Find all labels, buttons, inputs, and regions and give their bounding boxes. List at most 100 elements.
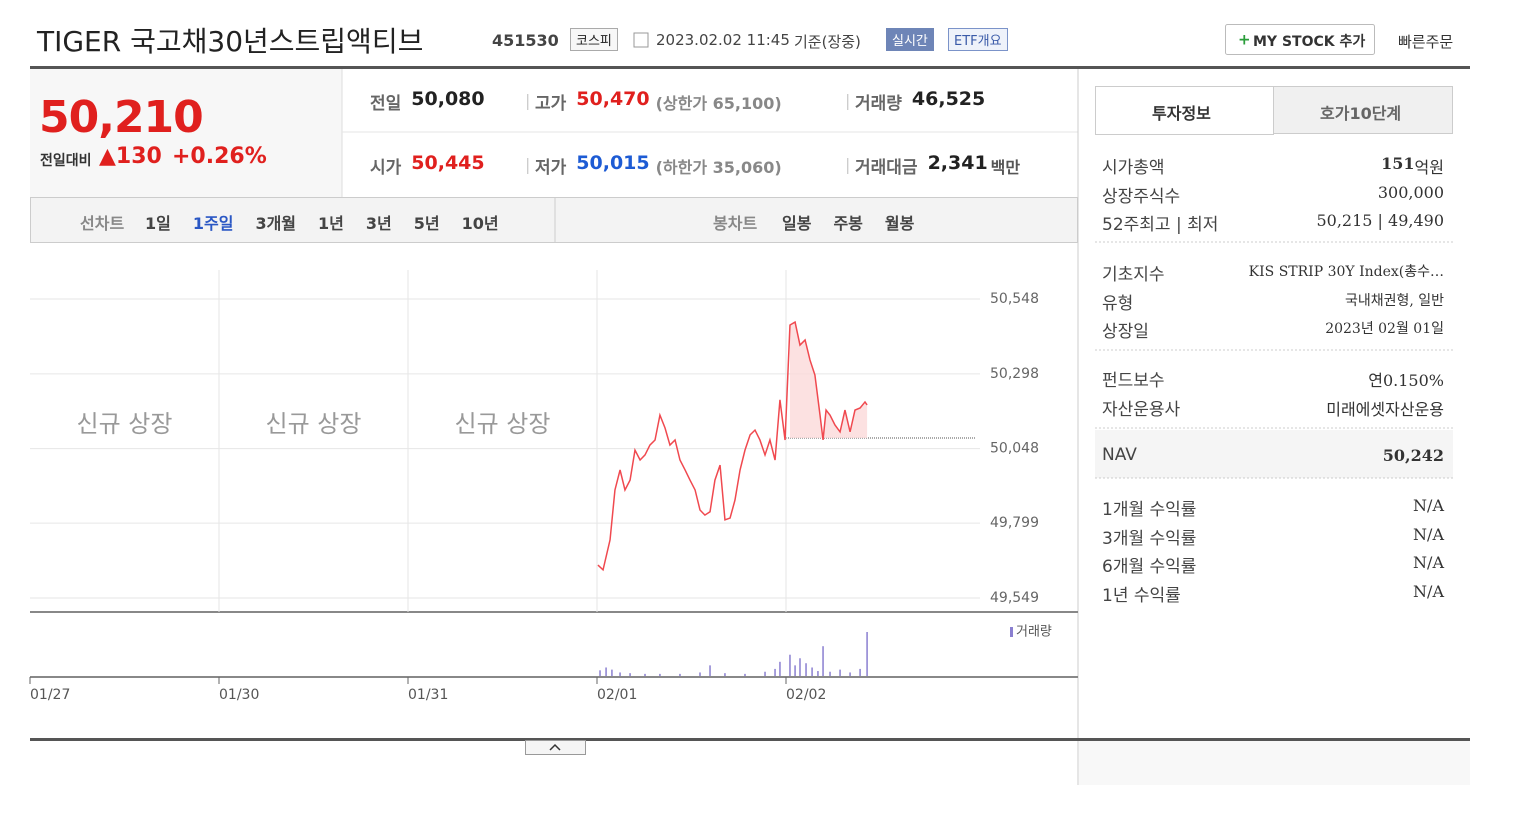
my-stock-label[interactable]: MY STOCK 추가: [1253, 34, 1366, 50]
info-label: 6개월 수익률: [1102, 557, 1197, 577]
period-tab[interactable]: 3개월: [255, 214, 297, 233]
y-tick-label: 49,549: [990, 590, 1039, 606]
volume-bar: [699, 672, 701, 676]
summary-label: 전일: [370, 94, 402, 114]
change-value: 130: [115, 144, 162, 169]
change: ▲130: [99, 144, 162, 169]
x-tick-label: 01/30: [219, 687, 259, 703]
volume-bar: [829, 671, 831, 676]
volume-bar: [659, 673, 661, 676]
top-rule: [30, 66, 1470, 69]
tab-active[interactable]: [1095, 86, 1274, 135]
summary-label: 고가: [535, 94, 567, 114]
info-label: 3개월 수익률: [1102, 528, 1197, 549]
etf-overview[interactable]: ETF개요: [948, 28, 1008, 51]
summary-label: 거래량: [855, 94, 902, 114]
info-value: KIS STRIP 30Y Index(총수…: [1248, 264, 1444, 280]
candle-tab[interactable]: 일봉: [782, 214, 812, 233]
candle-tab[interactable]: 월봉: [884, 214, 915, 233]
info-value: 미래에셋자산운용: [1326, 399, 1444, 419]
info-value: 300,000: [1377, 182, 1444, 202]
new-listing-label: 신규 상장: [455, 410, 551, 438]
new-listing-label: 신규 상장: [77, 410, 173, 438]
area-fill: [789, 322, 868, 440]
title: TIGER 국고채30년스트립액티브: [37, 25, 424, 58]
x-tick-label: 02/02: [786, 687, 826, 703]
up-arrow: ▲: [99, 144, 116, 169]
info-value: 151: [1381, 154, 1415, 173]
tab[interactable]: 호가10단계: [1320, 104, 1402, 123]
datetime: 2023.02.02 11:45: [656, 31, 790, 49]
my-stock-button[interactable]: [1225, 24, 1375, 55]
separator: |: [525, 155, 531, 174]
separator: |: [845, 91, 851, 110]
info-value: 50,215 | 49,490: [1316, 211, 1444, 230]
period-tab[interactable]: 10년: [461, 214, 499, 233]
info-label: 펀드보수: [1102, 371, 1165, 391]
info-value: N/A: [1413, 524, 1444, 544]
code: 451530: [492, 31, 559, 50]
period-tab[interactable]: 1일: [145, 214, 171, 233]
info-label: 1개월 수익률: [1102, 500, 1197, 520]
info-label: 유형: [1102, 293, 1134, 314]
period-tab[interactable]: 5년: [413, 214, 440, 233]
volume-bar: [629, 673, 631, 676]
price-box: [30, 69, 342, 197]
volume-bar: [619, 672, 621, 676]
candle-tab[interactable]: 주봉: [833, 214, 863, 233]
info-value: 국내채권형, 일반: [1344, 292, 1444, 309]
nav-row-bg: [1095, 430, 1453, 478]
summary-value: 2,341: [927, 152, 988, 174]
volume-bar: [644, 673, 646, 676]
toggle-button[interactable]: [525, 740, 586, 755]
summary-label: 시가: [370, 158, 402, 178]
y-tick-label: 49,799: [990, 515, 1039, 531]
info-label: 시가총액: [1102, 158, 1165, 178]
summary-note: (상한가 65,100): [655, 94, 782, 113]
volume-bar: [789, 654, 791, 676]
info-label: 상장주식수: [1102, 186, 1181, 207]
period-tab[interactable]: 1년: [318, 214, 344, 233]
volume-bar: [794, 665, 796, 676]
volume-bar: [822, 646, 824, 676]
current-price: 50,210: [39, 92, 204, 143]
separator: |: [525, 91, 531, 110]
summary-unit: 백만: [990, 158, 1021, 177]
info-value: N/A: [1413, 496, 1444, 515]
price-line: [597, 320, 868, 572]
volume-bar: [679, 673, 681, 676]
period-tab[interactable]: 3년: [365, 214, 392, 233]
tab-label: 선차트: [80, 214, 125, 233]
volume-bar: [744, 673, 746, 676]
summary-value: 50,015: [576, 152, 650, 174]
plus-icon: +: [1238, 31, 1251, 49]
info-label: 기초지수: [1102, 265, 1165, 285]
volume-bar: [849, 672, 851, 676]
x-tick-label: 02/01: [597, 687, 637, 703]
period-tab[interactable]: 1주일: [192, 214, 234, 233]
info-value: N/A: [1413, 581, 1444, 601]
volume-bar: [764, 671, 766, 676]
tab-label: 봉차트: [713, 214, 758, 233]
bottom-rule: [30, 738, 1470, 741]
volume-bar: [799, 658, 801, 676]
calendar-icon: [633, 32, 649, 48]
legend-swatch: [1010, 627, 1013, 637]
tab[interactable]: [1273, 86, 1453, 134]
x-tick-label: 01/31: [408, 687, 448, 703]
change-label: 전일대비: [40, 153, 92, 169]
summary-label: 거래대금: [855, 158, 918, 178]
volume-bar: [724, 673, 726, 676]
y-tick-label: 50,048: [990, 441, 1039, 457]
summary-value: 50,080: [411, 88, 485, 110]
quick-order[interactable]: 빠른주문: [1398, 33, 1454, 51]
change-rate: +0.26%: [172, 144, 267, 169]
info-value: N/A: [1413, 553, 1444, 572]
info-value: 50,242: [1382, 446, 1444, 465]
tab-bar: [30, 197, 1078, 243]
info-label: NAV: [1102, 445, 1137, 465]
volume-bar: [817, 671, 819, 676]
tab[interactable]: 투자정보: [1152, 104, 1211, 123]
info-label: 52주최고 | 최저: [1102, 215, 1219, 235]
